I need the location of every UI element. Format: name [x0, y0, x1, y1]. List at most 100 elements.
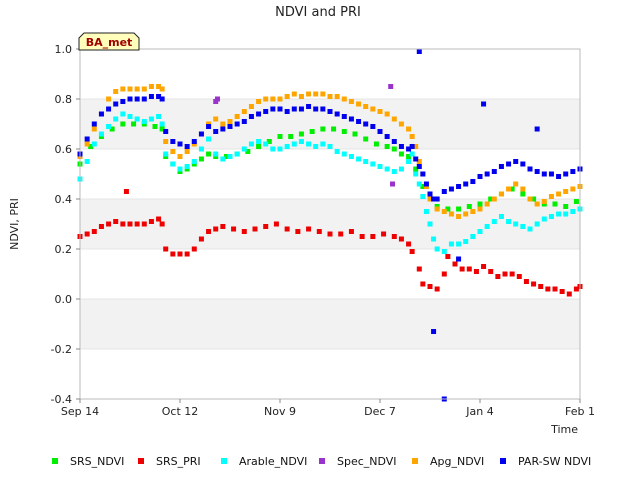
data-point [541, 171, 547, 177]
series-apg-ndvi [77, 84, 583, 219]
data-point [106, 221, 112, 227]
data-point [477, 229, 483, 234]
data-point [298, 131, 304, 137]
legend-label: SRS_NDVI [70, 455, 124, 468]
data-point [516, 274, 522, 279]
data-point [463, 239, 469, 244]
plot-band [80, 349, 580, 399]
legend-label: Apg_NDVI [430, 455, 484, 468]
data-point [563, 211, 569, 217]
data-point [441, 189, 447, 194]
data-point [288, 134, 294, 139]
data-point [84, 159, 90, 164]
data-point [123, 189, 129, 194]
data-point [148, 84, 154, 89]
data-point [148, 116, 154, 122]
data-point [356, 156, 362, 162]
data-point [241, 109, 247, 114]
y-tick-label: -0.4 [51, 393, 72, 406]
data-point [184, 251, 190, 257]
data-point [120, 221, 126, 227]
data-point [120, 86, 126, 92]
data-point [484, 201, 490, 207]
data-point [534, 201, 540, 207]
data-point [148, 219, 154, 224]
plot-band [80, 199, 580, 249]
data-point [177, 141, 183, 147]
data-point [384, 144, 390, 149]
data-point [298, 94, 304, 99]
data-point [498, 214, 504, 219]
data-point [213, 129, 219, 134]
data-point [552, 201, 558, 207]
data-point [227, 119, 233, 124]
y-tick-label: -0.2 [51, 343, 72, 356]
data-point [513, 181, 519, 187]
data-point [466, 266, 472, 272]
data-point [388, 84, 394, 89]
data-point [520, 191, 526, 197]
data-point [416, 266, 422, 272]
data-point [448, 186, 454, 192]
data-point [248, 104, 254, 109]
data-point [531, 281, 537, 287]
plot-band [80, 149, 580, 199]
data-point [106, 124, 112, 129]
data-point [91, 229, 97, 234]
data-point [495, 274, 501, 279]
data-point [284, 109, 290, 114]
data-point [563, 204, 569, 209]
data-point [548, 194, 554, 199]
legend-item: SRS_PRI [138, 455, 201, 468]
data-point [120, 99, 126, 104]
data-point [348, 99, 354, 104]
data-point [409, 151, 415, 157]
data-point [427, 221, 433, 227]
data-point [406, 146, 412, 152]
data-point [141, 119, 147, 124]
data-point [170, 251, 176, 257]
data-point [134, 116, 140, 122]
data-point [88, 144, 94, 149]
data-point [534, 126, 540, 132]
data-point [348, 229, 354, 234]
data-point [334, 111, 340, 117]
data-point [248, 114, 254, 119]
y-tick-label: 1.0 [55, 43, 73, 56]
data-point [377, 129, 383, 134]
data-point [159, 86, 165, 92]
data-point [491, 169, 497, 174]
series-srs-pri [77, 189, 583, 297]
data-point [170, 161, 176, 167]
data-point [520, 161, 526, 167]
data-point [356, 101, 362, 107]
data-point [456, 214, 462, 219]
data-point [390, 181, 395, 187]
data-point [191, 139, 197, 144]
data-point [398, 144, 404, 149]
data-point [215, 96, 220, 102]
data-point [334, 94, 340, 99]
data-point [327, 144, 333, 149]
data-point [159, 96, 165, 102]
data-point [559, 289, 565, 294]
data-point [352, 131, 358, 137]
data-point [409, 134, 415, 139]
data-point [213, 151, 219, 157]
data-point [91, 126, 97, 132]
data-point [327, 231, 333, 237]
data-point [256, 99, 262, 104]
legend-label: Arable_NDVI [239, 455, 307, 468]
x-axis-label: Time [550, 423, 578, 436]
data-point [277, 96, 283, 102]
data-point [113, 89, 119, 94]
data-point [152, 124, 158, 129]
data-point [284, 226, 290, 232]
data-point [502, 271, 508, 277]
data-point [406, 126, 412, 132]
data-point [156, 94, 162, 99]
data-point [220, 224, 226, 229]
data-point [177, 166, 183, 172]
data-point [384, 134, 390, 139]
data-point [227, 154, 233, 159]
